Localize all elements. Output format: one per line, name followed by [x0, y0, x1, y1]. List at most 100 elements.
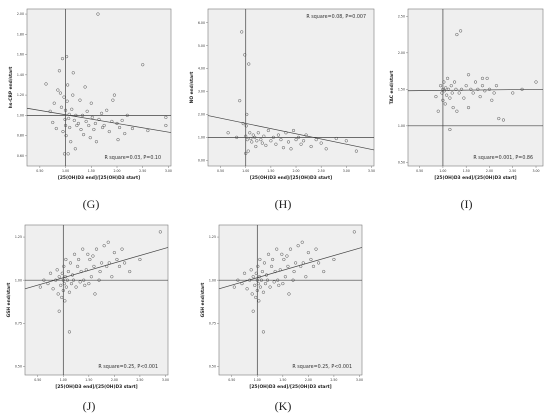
data-point — [263, 282, 268, 286]
data-point — [248, 278, 252, 282]
data-point — [72, 118, 76, 122]
data-point — [123, 261, 127, 265]
data-point — [449, 84, 453, 88]
x-axis-label: [25(OH)D3 end]/[25(OH)D3 start] — [434, 175, 516, 181]
data-point — [309, 257, 313, 262]
data-point — [264, 143, 268, 147]
data-point — [442, 89, 446, 93]
data-point — [74, 285, 78, 289]
y-tick-label: 1.20 — [17, 93, 24, 97]
data-point — [296, 135, 301, 139]
chart-panel-g: 0.50 1.00 1.50 2.00 2.50 3.00 0.60 0.80 1.00 1.20… — [3, 3, 179, 219]
data-point — [448, 96, 452, 100]
data-point — [226, 131, 230, 135]
data-point — [265, 278, 270, 282]
data-point — [487, 87, 492, 91]
data-point — [299, 264, 303, 268]
data-point — [266, 252, 271, 256]
x-tick-label: 3.00 — [356, 378, 363, 382]
chart-panel-h: 0.50 1.00 1.50 2.00 2.50 3.00 3.50 0.00 1.00 2.00… — [188, 3, 378, 219]
x-tick-label: 1.50 — [88, 169, 95, 173]
data-point — [61, 278, 65, 282]
data-point — [110, 119, 114, 124]
data-point — [256, 131, 260, 135]
data-point — [64, 285, 68, 289]
data-point — [72, 252, 77, 256]
data-point — [260, 141, 264, 145]
regression-line — [24, 247, 169, 290]
data-point — [60, 295, 64, 299]
data-point — [241, 122, 245, 126]
y-tick-label: 1.00 — [198, 135, 205, 139]
y-tick-label: 6.00 — [198, 21, 205, 25]
data-point — [63, 299, 67, 303]
data-point — [436, 109, 440, 113]
data-point — [76, 264, 80, 268]
data-point — [74, 113, 78, 117]
data-point — [240, 30, 244, 34]
data-point — [63, 117, 67, 121]
data-point — [56, 88, 60, 92]
data-point — [96, 12, 100, 16]
scatter-plot-k: 0.50 1.00 1.50 2.00 2.50 3.00 0.50 0.75 1.00 1.25… — [200, 224, 363, 390]
data-point — [455, 32, 459, 37]
data-point — [243, 53, 247, 57]
data-point — [240, 282, 244, 286]
data-point — [434, 95, 438, 99]
data-point — [309, 144, 313, 149]
data-point — [287, 292, 291, 296]
data-point — [91, 254, 95, 258]
data-point — [280, 252, 284, 256]
data-point — [261, 330, 266, 334]
data-point — [286, 140, 291, 144]
r-square-annotation: R square=0.03, P=0.10 — [104, 155, 161, 161]
data-point — [497, 116, 501, 121]
x-tick-label: 2.50 — [509, 169, 516, 173]
data-point — [245, 112, 249, 117]
data-point — [271, 135, 275, 139]
regression-line — [218, 247, 363, 290]
y-tick-label: 4.00 — [198, 67, 205, 71]
data-point — [534, 80, 538, 84]
data-point — [115, 257, 119, 262]
data-point — [466, 106, 471, 110]
y-tick-label: 1.00 — [209, 278, 216, 282]
data-point — [84, 268, 88, 272]
data-point — [64, 257, 68, 262]
data-point — [62, 152, 67, 156]
x-tick-label: 2.50 — [136, 378, 143, 382]
data-point — [442, 80, 446, 84]
data-point — [106, 240, 110, 244]
data-point — [294, 138, 298, 142]
data-point — [97, 117, 101, 121]
data-point — [110, 275, 114, 279]
x-tick-label: 2.00 — [486, 169, 493, 173]
data-point — [63, 108, 68, 112]
data-point — [296, 244, 300, 248]
data-point — [93, 292, 97, 296]
data-point — [276, 133, 280, 137]
data-point — [324, 147, 328, 151]
data-point — [344, 139, 348, 143]
data-point — [266, 128, 270, 133]
data-point — [55, 268, 59, 272]
chart-panel-i: 0.50 1.00 1.50 2.00 2.50 3.00 0.50 1.00 1.50 2.00… — [386, 3, 547, 219]
data-point — [245, 138, 249, 142]
data-point — [464, 84, 468, 88]
data-point — [54, 126, 58, 131]
data-point — [255, 139, 259, 143]
data-point — [64, 134, 68, 138]
chart-panel-k: 0.50 1.00 1.50 2.00 2.50 3.00 0.50 0.75 1.00 1.25… — [197, 221, 369, 417]
data-point — [457, 91, 461, 95]
data-point — [511, 91, 515, 95]
x-tick-label: 2.00 — [111, 378, 118, 382]
data-point — [105, 264, 109, 268]
y-tick-label: 0.80 — [17, 134, 24, 138]
y-axis-label: GSH end/start — [6, 283, 12, 318]
data-point — [446, 87, 451, 91]
data-point — [311, 264, 316, 268]
data-point — [249, 136, 253, 141]
data-point — [300, 240, 304, 244]
x-tick-label: 3.00 — [343, 169, 350, 173]
data-point — [262, 134, 266, 138]
